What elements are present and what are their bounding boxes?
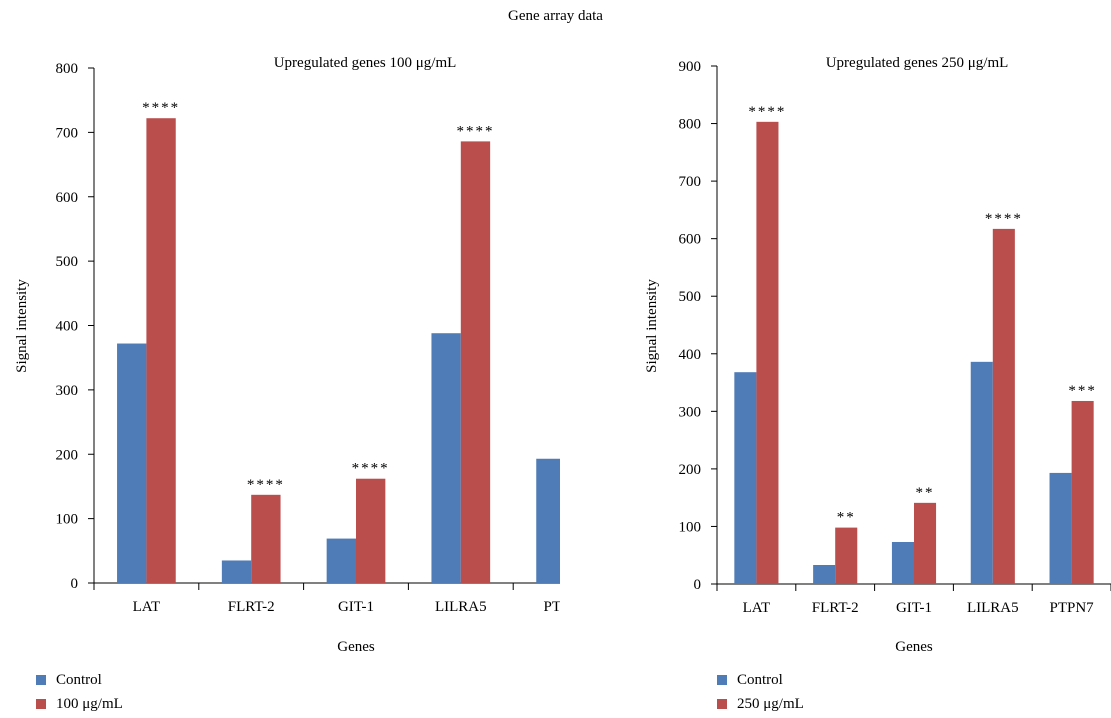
significance-annotation: **** — [456, 123, 494, 139]
y-tick-label: 400 — [679, 347, 702, 363]
y-tick-label: 200 — [679, 462, 702, 478]
legend-item-control: Control — [36, 668, 123, 692]
y-axis-label: Signal intensity — [644, 279, 660, 373]
significance-annotation: **** — [142, 100, 180, 116]
bar-control-lat — [734, 372, 757, 584]
bar-control-git-1 — [891, 541, 914, 584]
significance-annotation: **** — [748, 104, 786, 120]
x-tick-label: FLRT-2 — [228, 599, 275, 615]
plot-area: 0100200300400500600700800900LAT****FLRT-… — [679, 59, 1111, 616]
significance-annotation: **** — [247, 477, 285, 493]
bar-treated-git-1 — [914, 502, 937, 584]
y-tick-label: 600 — [679, 232, 702, 248]
significance-annotation: **** — [985, 211, 1023, 227]
bar-treated-ptpn7 — [1071, 400, 1094, 584]
bar-control-lilra5 — [431, 333, 461, 583]
legend-item-control: Control — [717, 668, 804, 692]
chart-upregulated-250: Upregulated genes 250 μg/mL Signal inten… — [644, 55, 1111, 655]
y-tick-label: 100 — [56, 512, 79, 528]
y-tick-label: 900 — [679, 59, 702, 75]
chart-title: Upregulated genes 250 μg/mL — [826, 55, 1009, 71]
y-tick-label: 800 — [679, 117, 702, 133]
y-tick-label: 800 — [56, 61, 79, 77]
bar-control-flrt-2 — [221, 560, 252, 583]
legend-100: Control 100 μg/mL — [36, 668, 123, 716]
y-tick-label: 200 — [56, 447, 79, 463]
legend-label: Control — [56, 671, 102, 688]
bar-control-ptpn7 — [1049, 472, 1072, 584]
y-axis-label: Signal intensity — [14, 279, 30, 373]
y-tick-label: 300 — [56, 383, 79, 399]
y-tick-label: 300 — [679, 404, 702, 420]
significance-annotation: ** — [837, 510, 856, 526]
chart-upregulated-100: Upregulated genes 100 μg/mL Signal inten… — [14, 55, 560, 655]
legend-swatch-treated — [717, 699, 727, 709]
legend-label: 250 μg/mL — [737, 695, 804, 712]
y-tick-label: 600 — [56, 190, 79, 206]
x-tick-label: FLRT-2 — [812, 600, 859, 616]
legend-item-treated: 100 μg/mL — [36, 692, 123, 716]
significance-annotation: *** — [1068, 383, 1097, 399]
x-tick-label: LILRA5 — [967, 600, 1019, 616]
legend-item-treated: 250 μg/mL — [717, 692, 804, 716]
x-tick-label: PTPN7 — [1050, 600, 1095, 616]
bar-treated-lat — [146, 118, 176, 584]
x-axis-label: Genes — [337, 639, 375, 655]
legend-swatch-control — [717, 675, 727, 685]
bar-treated-lilra5 — [992, 228, 1015, 585]
bar-control-lilra5 — [970, 361, 993, 584]
legend-label: 100 μg/mL — [56, 695, 123, 712]
bar-treated-git-1 — [356, 478, 386, 583]
chart-title: Upregulated genes 100 μg/mL — [274, 55, 457, 71]
y-tick-label: 0 — [71, 576, 79, 592]
bar-control-flrt-2 — [813, 565, 836, 584]
y-tick-label: 100 — [679, 519, 702, 535]
legend-250: Control 250 μg/mL — [717, 668, 804, 716]
x-axis-label: Genes — [895, 639, 933, 655]
y-tick-label: 0 — [694, 577, 702, 593]
bar-treated-lilra5 — [460, 141, 491, 583]
y-tick-label: 500 — [679, 289, 702, 305]
bar-control-git-1 — [326, 538, 356, 583]
y-tick-label: 700 — [679, 174, 702, 190]
x-tick-label: LAT — [743, 600, 771, 616]
x-tick-label: GIT-1 — [896, 600, 932, 616]
bar-control-lat — [117, 343, 147, 583]
x-tick-label: GIT-1 — [338, 599, 374, 615]
legend-swatch-control — [36, 675, 46, 685]
y-tick-label: 700 — [56, 125, 79, 141]
legend-label: Control — [737, 671, 783, 688]
bar-treated-flrt-2 — [251, 494, 281, 583]
plot-area: 0 100 200 300 400 500 600 700 800 LAT **** FLRT-2 **… — [56, 61, 560, 615]
x-tick-label: LAT — [133, 599, 161, 615]
bar-treated-flrt-2 — [835, 527, 858, 584]
y-tick-label: 500 — [56, 254, 79, 270]
legend-swatch-treated — [36, 699, 46, 709]
significance-annotation: ** — [916, 485, 935, 501]
x-tick-label: PTPN7 — [544, 599, 560, 615]
page-title: Gene array data — [508, 8, 603, 24]
x-tick-label: LILRA5 — [435, 599, 487, 615]
bar-control-ptpn7 — [536, 458, 560, 583]
significance-annotation: **** — [352, 461, 390, 477]
y-tick-label: 400 — [56, 319, 79, 335]
bar-treated-lat — [756, 121, 779, 584]
